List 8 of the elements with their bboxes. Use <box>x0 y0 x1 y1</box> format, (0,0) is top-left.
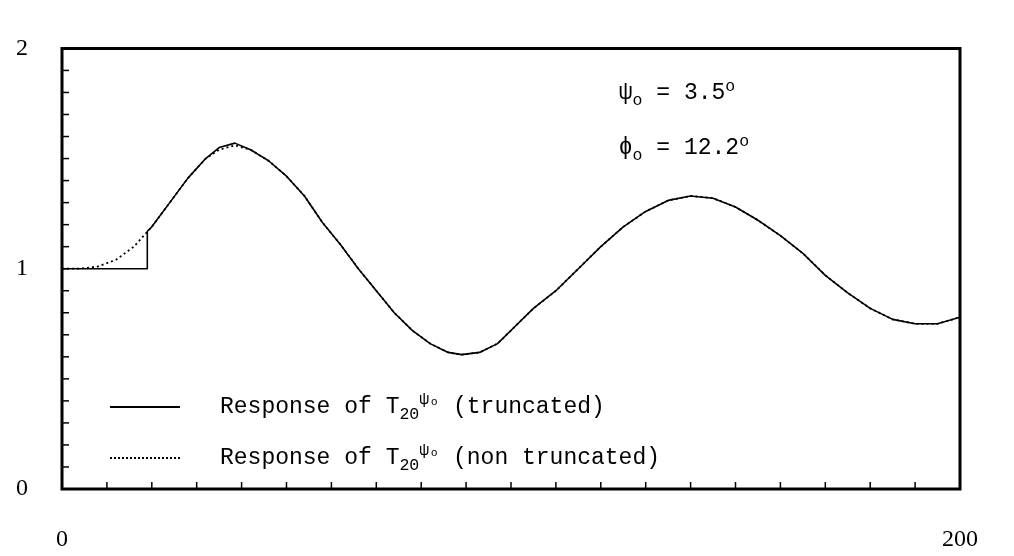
x-tick-label: 200 <box>942 524 978 551</box>
annotation: ψ$_{o}$ = 3.5$^{o}$ <box>618 76 736 111</box>
annotation: ϕ$_{o}$ = 12.2$^{o}$ <box>618 131 750 166</box>
legend-label: Response of T$_{20}$$^{ψₒ}$ (truncated) <box>220 389 605 424</box>
y-tick-label: 0 <box>16 474 28 501</box>
y-tick-label: 2 <box>16 33 28 60</box>
y-tick-label: 1 <box>16 254 28 280</box>
legend-label: Response of T$_{20}$$^{ψₒ}$ (non truncated) <box>220 440 661 475</box>
